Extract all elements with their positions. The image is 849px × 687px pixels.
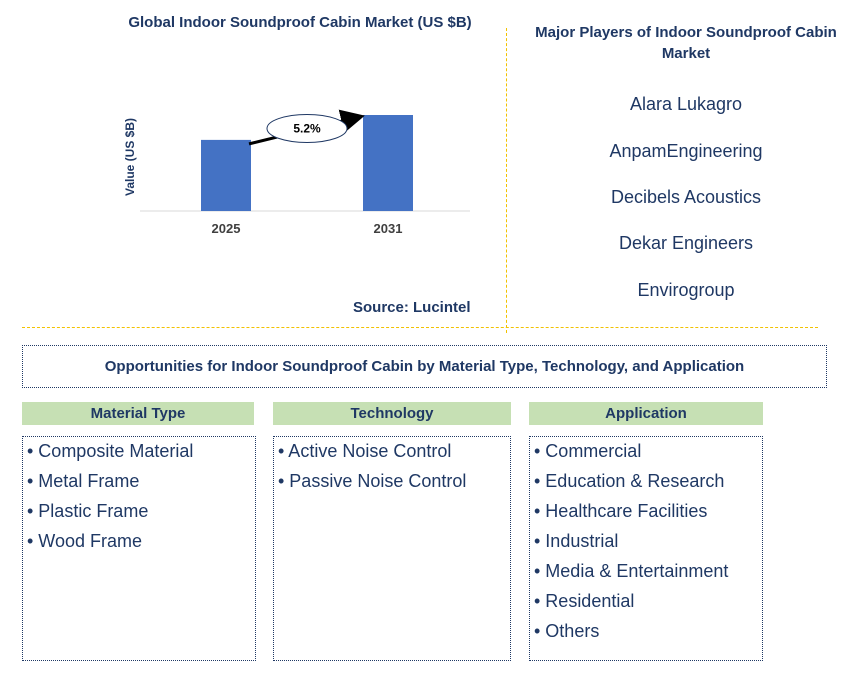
cagr-label: 5.2% (293, 121, 321, 135)
vertical-divider (506, 28, 507, 333)
players-title: Major Players of Indoor Soundproof Cabin… (535, 24, 837, 62)
application-list: • Commercial • Education & Research • He… (529, 436, 763, 661)
opportunities-banner: Opportunities for Indoor Soundproof Cabi… (22, 345, 827, 388)
chart-title: Global Indoor Soundproof Cabin Market (U… (128, 14, 472, 31)
list-item: • Metal Frame (27, 471, 140, 491)
list-item: • Residential (534, 591, 635, 611)
bar-2025 (201, 139, 251, 211)
list-item: • Industrial (534, 531, 619, 551)
player-item: Dekar Engineers (618, 233, 754, 253)
list-item: • Composite Material (27, 441, 194, 461)
y-axis-label: Value (US $B) (123, 118, 137, 196)
player-item: Envirogroup (637, 280, 735, 300)
material-type-list: • Composite Material • Metal Frame • Pla… (22, 436, 256, 661)
application-header: Application (529, 402, 763, 425)
source-note: Source: Lucintel (353, 299, 471, 316)
list-item: • Others (534, 621, 600, 641)
list-item: • Wood Frame (27, 531, 143, 551)
list-item: • Education & Research (534, 471, 725, 491)
list-item: • Media & Entertainment (534, 561, 729, 581)
x-tick-label: 2031 (374, 221, 403, 236)
material-type-header: Material Type (22, 402, 254, 425)
list-item: • Plastic Frame (27, 501, 149, 521)
cagr-ellipse (266, 113, 348, 143)
horizontal-divider (22, 327, 818, 328)
x-tick-label: 2025 (212, 221, 241, 236)
list-item: • Active Noise Control (278, 441, 452, 461)
technology-list: • Active Noise Control • Passive Noise C… (273, 436, 511, 661)
list-item: • Healthcare Facilities (534, 501, 708, 521)
list-item: • Commercial (534, 441, 642, 461)
player-item: Decibels Acoustics (610, 187, 762, 207)
player-item: AnpamEngineering (609, 141, 763, 161)
bar-2031 (363, 115, 413, 211)
bar-chart: Value (US $B) 2025 2031 5.2% (123, 109, 470, 236)
technology-header: Technology (273, 402, 511, 425)
player-item: Alara Lukagro (629, 94, 743, 114)
list-item: • Passive Noise Control (278, 471, 467, 491)
